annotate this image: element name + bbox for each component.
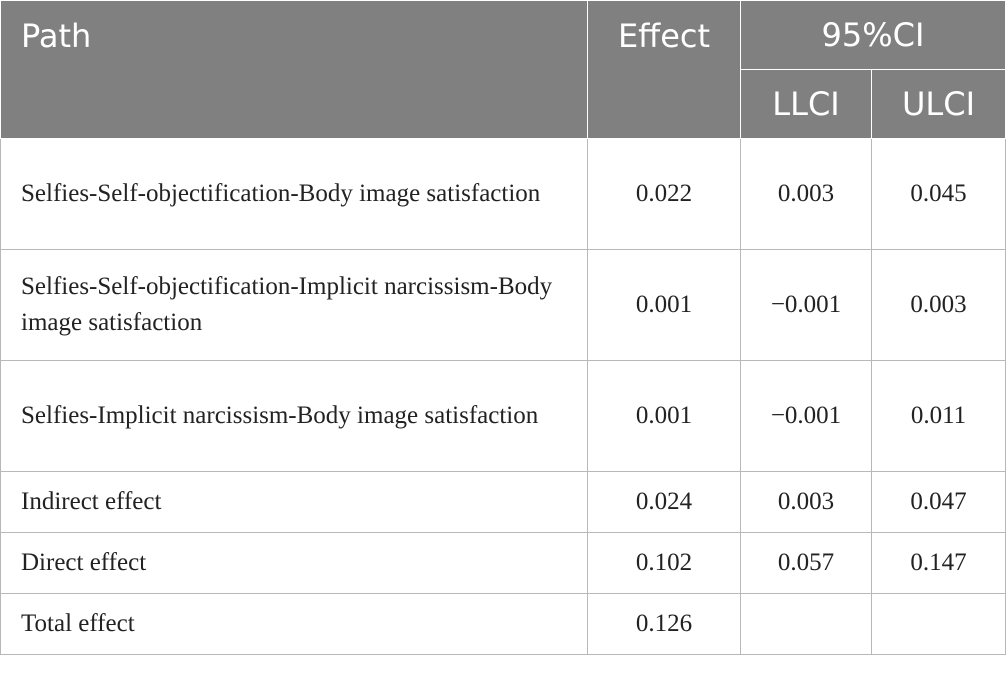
cell-ulci: 0.011 <box>871 360 1006 472</box>
cell-path: Selfies-Self-objectification-Implicit na… <box>0 249 588 361</box>
header-ci: 95%CI <box>740 0 1006 70</box>
cell-llci: 0.057 <box>740 532 872 594</box>
cell-path: Selfies-Self-objectification-Body image … <box>0 138 588 250</box>
cell-ulci: 0.047 <box>871 471 1006 533</box>
cell-effect: 0.102 <box>587 532 741 594</box>
cell-llci: −0.001 <box>740 249 872 361</box>
table-body: Selfies-Self-objectification-Body image … <box>0 138 1006 655</box>
header-llci: LLCI <box>740 69 872 139</box>
mediation-effects-table: Path Effect 95%CI LLCI ULCI Selfies-Self… <box>0 0 1006 655</box>
table-row: Selfies-Self-objectification-Body image … <box>0 138 1006 250</box>
table-row: Direct effect 0.102 0.057 0.147 <box>0 532 1006 594</box>
header-path: Path <box>0 0 588 139</box>
cell-effect: 0.024 <box>587 471 741 533</box>
cell-ulci: 0.045 <box>871 138 1006 250</box>
cell-effect: 0.001 <box>587 249 741 361</box>
table-row: Total effect 0.126 <box>0 593 1006 655</box>
cell-llci: −0.001 <box>740 360 872 472</box>
cell-llci: 0.003 <box>740 138 872 250</box>
cell-effect: 0.022 <box>587 138 741 250</box>
table-header: Path Effect 95%CI LLCI ULCI <box>0 0 1006 139</box>
cell-ulci: 0.147 <box>871 532 1006 594</box>
cell-ulci: 0.003 <box>871 249 1006 361</box>
cell-llci <box>740 593 872 655</box>
cell-path: Selfies-Implicit narcissism-Body image s… <box>0 360 588 472</box>
table-row: Indirect effect 0.024 0.003 0.047 <box>0 471 1006 533</box>
table-row: Selfies-Implicit narcissism-Body image s… <box>0 360 1006 472</box>
cell-llci: 0.003 <box>740 471 872 533</box>
cell-effect: 0.126 <box>587 593 741 655</box>
header-ulci: ULCI <box>871 69 1006 139</box>
cell-path: Total effect <box>0 593 588 655</box>
cell-path: Indirect effect <box>0 471 588 533</box>
header-effect: Effect <box>587 0 741 139</box>
cell-path: Direct effect <box>0 532 588 594</box>
cell-ulci <box>871 593 1006 655</box>
cell-effect: 0.001 <box>587 360 741 472</box>
table-row: Selfies-Self-objectification-Implicit na… <box>0 249 1006 361</box>
